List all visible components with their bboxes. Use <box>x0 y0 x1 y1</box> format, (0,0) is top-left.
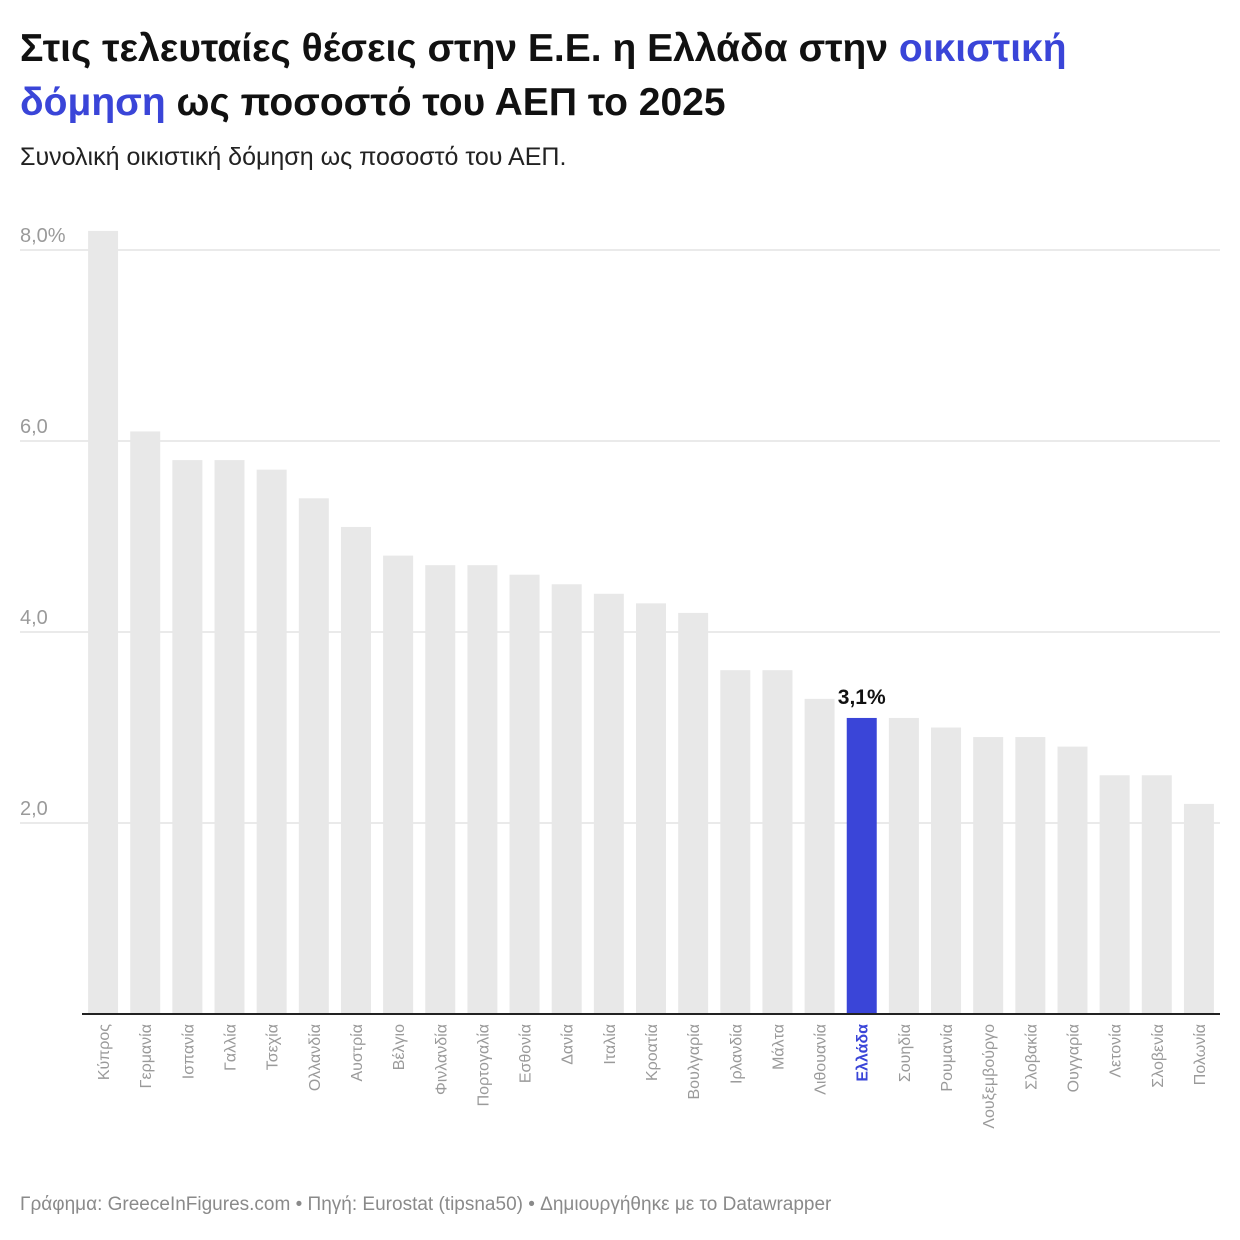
x-tick-label: Λουξεμβούργο <box>981 1024 998 1129</box>
x-tick-label: Μάλτα <box>770 1024 787 1070</box>
chart-title: Στις τελευταίες θέσεις στην Ε.Ε. η Ελλάδ… <box>20 22 1220 130</box>
bar <box>383 555 414 1014</box>
bar <box>888 717 919 1014</box>
x-tick-label: Πολωνία <box>1192 1024 1209 1085</box>
x-tick-label: Πορτογαλία <box>475 1024 492 1106</box>
x-tick-label: Ισπανία <box>180 1024 197 1079</box>
x-tick-label: Λιθουανία <box>813 1024 830 1095</box>
bar <box>931 727 962 1014</box>
bar <box>762 670 793 1014</box>
x-tick-label: Ουγγαρία <box>1065 1024 1082 1092</box>
x-tick-label: Εσθονία <box>518 1024 535 1083</box>
bar <box>214 460 245 1015</box>
x-tick-label: Βέλγιο <box>391 1024 408 1070</box>
x-tick-label: Φινλανδία <box>433 1024 450 1095</box>
bar <box>1057 746 1088 1014</box>
x-tick-label: Ρουμανία <box>939 1024 956 1092</box>
title-highlight: οικιστική δόμηση <box>20 27 1067 124</box>
bar <box>172 460 203 1015</box>
chart-subtitle: Συνολική οικιστική δόμηση ως ποσοστό του… <box>20 143 567 171</box>
x-tick-label: Ιρλανδία <box>728 1024 745 1084</box>
x-tick-label: Ιταλία <box>602 1024 619 1065</box>
x-tick-label: Κροατία <box>644 1024 661 1081</box>
x-tick-label: Βουλγαρία <box>686 1024 703 1099</box>
x-tick-label: Σουηδία <box>897 1024 914 1082</box>
x-tick-label: Σλοβακία <box>1023 1024 1040 1090</box>
bar <box>130 431 161 1014</box>
y-tick-label: 4,0 <box>20 607 48 629</box>
bar <box>678 612 709 1014</box>
x-tick-label: Ελλάδα <box>855 1024 872 1082</box>
x-tick-label: Λετονία <box>1108 1024 1125 1078</box>
bar <box>636 603 666 1014</box>
y-tick-label: 6,0 <box>20 416 48 438</box>
x-tick-label: Τσεχία <box>265 1024 282 1070</box>
bar <box>1099 775 1130 1014</box>
bar <box>720 670 751 1014</box>
bar <box>973 737 1004 1014</box>
y-tick-label: 8,0% <box>20 225 66 247</box>
x-tick-label: Κύπρος <box>96 1024 113 1080</box>
x-tick-label: Γερμανία <box>138 1024 155 1088</box>
bar <box>340 526 371 1014</box>
x-tick-label: Σλοβενία <box>1150 1024 1167 1088</box>
bar <box>804 698 835 1014</box>
bar <box>1141 775 1172 1014</box>
x-tick-label: Ολλανδία <box>307 1024 324 1091</box>
bar <box>425 565 456 1014</box>
bar <box>593 593 624 1014</box>
title-part-2: ως ποσοστό του ΑΕΠ το 2025 <box>165 81 726 124</box>
bar <box>551 584 582 1014</box>
bar <box>509 574 540 1014</box>
title-part-1: Στις τελευταίες θέσεις στην Ε.Ε. η Ελλάδ… <box>20 27 899 70</box>
bar <box>256 469 287 1014</box>
bar <box>1183 803 1214 1014</box>
data-label-highlight: 3,1% <box>838 686 886 709</box>
y-tick-label: 2,0 <box>20 798 48 820</box>
x-tick-label: Αυστρία <box>349 1024 366 1082</box>
footer-credits: Γράφημα: GreeceInFigures.com • Πηγή: Eur… <box>20 1194 832 1215</box>
bar-highlight <box>846 717 877 1014</box>
bar <box>1015 737 1046 1014</box>
bar <box>298 498 329 1014</box>
x-tick-label: Γαλλία <box>223 1024 240 1071</box>
x-tick-label: Δανία <box>560 1024 577 1065</box>
bar <box>88 230 119 1014</box>
bar-chart: 2,0 4,0 6,0 8,0% Κύπρος Γερμανία Ισπανία Γαλλία… <box>20 225 1220 1129</box>
bar <box>467 565 498 1014</box>
